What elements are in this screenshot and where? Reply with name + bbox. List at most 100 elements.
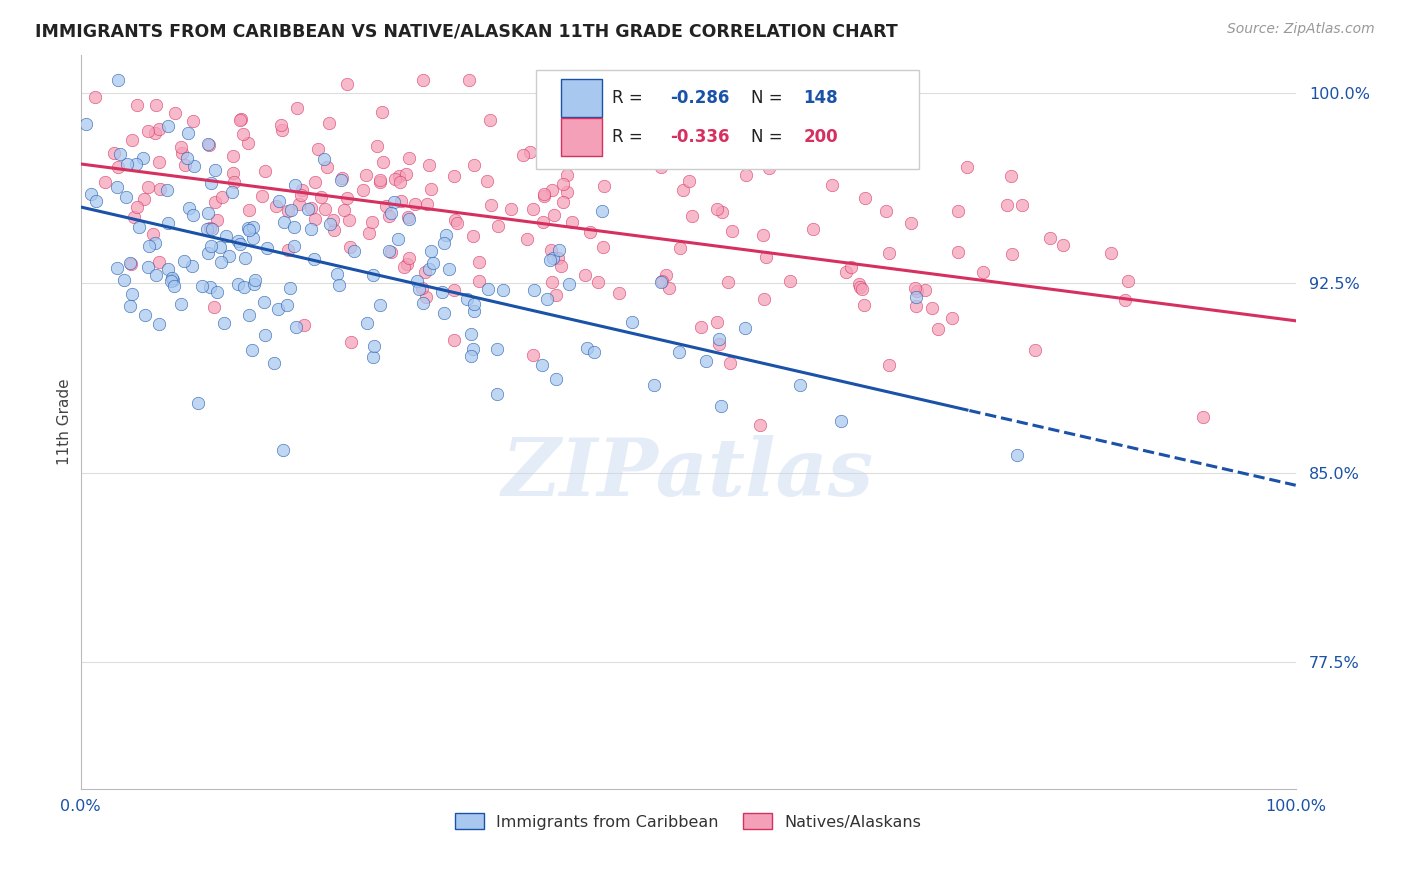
Point bbox=[477, 282, 499, 296]
Point bbox=[233, 251, 256, 265]
Point bbox=[834, 265, 856, 279]
Point bbox=[200, 176, 222, 190]
Point bbox=[254, 163, 277, 178]
Point bbox=[1011, 198, 1033, 212]
Point bbox=[359, 226, 381, 240]
Point bbox=[368, 298, 391, 312]
Point bbox=[238, 223, 260, 237]
Point bbox=[222, 149, 245, 163]
Point bbox=[284, 178, 307, 192]
Point bbox=[83, 90, 105, 104]
Point bbox=[904, 281, 927, 295]
Point bbox=[516, 232, 538, 246]
Point bbox=[655, 268, 678, 282]
Point bbox=[754, 293, 776, 307]
Point bbox=[456, 293, 478, 307]
Point bbox=[848, 277, 870, 291]
Point bbox=[460, 349, 482, 363]
Point bbox=[198, 280, 221, 294]
Point bbox=[138, 239, 160, 253]
Point bbox=[148, 121, 170, 136]
Y-axis label: 11th Grade: 11th Grade bbox=[58, 379, 72, 466]
Point bbox=[395, 167, 418, 181]
Point bbox=[107, 73, 129, 87]
Point bbox=[360, 215, 382, 229]
Point bbox=[340, 334, 363, 349]
Point bbox=[1024, 343, 1046, 358]
Text: IMMIGRANTS FROM CARIBBEAN VS NATIVE/ALASKAN 11TH GRADE CORRELATION CHART: IMMIGRANTS FROM CARIBBEAN VS NATIVE/ALAS… bbox=[35, 22, 898, 40]
Point bbox=[200, 239, 222, 253]
Point bbox=[551, 95, 574, 110]
Point bbox=[226, 277, 249, 291]
Point bbox=[238, 203, 260, 218]
Point bbox=[415, 265, 437, 279]
Point bbox=[197, 136, 219, 151]
Point bbox=[211, 190, 233, 204]
Point bbox=[418, 158, 440, 172]
Point bbox=[430, 285, 453, 299]
Point bbox=[284, 319, 307, 334]
Point bbox=[877, 358, 900, 372]
Point bbox=[187, 395, 209, 409]
Point bbox=[107, 161, 129, 175]
Point bbox=[755, 250, 778, 264]
Point bbox=[180, 259, 202, 273]
Point bbox=[238, 308, 260, 322]
Point bbox=[231, 112, 253, 127]
Point bbox=[132, 192, 155, 206]
Point bbox=[651, 274, 673, 288]
Point bbox=[914, 283, 936, 297]
Point bbox=[396, 211, 419, 225]
Point bbox=[162, 273, 184, 287]
Point bbox=[398, 211, 420, 226]
Point bbox=[120, 299, 142, 313]
Point bbox=[209, 255, 232, 269]
Point bbox=[148, 154, 170, 169]
Point bbox=[1005, 448, 1028, 462]
Point bbox=[541, 275, 564, 289]
Point bbox=[830, 414, 852, 428]
Point bbox=[900, 216, 922, 230]
Point bbox=[176, 151, 198, 165]
Point bbox=[394, 260, 416, 275]
Point bbox=[512, 148, 534, 162]
Point bbox=[173, 254, 195, 268]
Point bbox=[1052, 238, 1074, 252]
Point bbox=[388, 175, 411, 189]
Point bbox=[458, 73, 481, 87]
Point bbox=[839, 260, 862, 274]
FancyBboxPatch shape bbox=[561, 78, 602, 117]
Point bbox=[434, 227, 457, 242]
Point bbox=[332, 202, 354, 217]
Point bbox=[322, 223, 344, 237]
Point bbox=[105, 179, 128, 194]
Point bbox=[356, 316, 378, 330]
Point bbox=[170, 140, 193, 154]
Point bbox=[523, 283, 546, 297]
Point bbox=[201, 221, 224, 235]
Point bbox=[555, 168, 578, 182]
Point bbox=[118, 256, 141, 270]
Point bbox=[236, 220, 259, 235]
Point bbox=[956, 161, 979, 175]
Point bbox=[443, 333, 465, 347]
Point bbox=[361, 351, 384, 365]
Point bbox=[789, 377, 811, 392]
Point bbox=[558, 94, 581, 108]
Point bbox=[790, 118, 813, 132]
Point bbox=[145, 268, 167, 283]
Point bbox=[412, 73, 434, 87]
Point bbox=[330, 171, 353, 186]
Point bbox=[433, 235, 456, 250]
Point bbox=[218, 249, 240, 263]
Point bbox=[232, 127, 254, 141]
Point bbox=[382, 195, 405, 210]
Point bbox=[299, 222, 322, 236]
Point bbox=[322, 212, 344, 227]
Point bbox=[122, 211, 145, 225]
Point bbox=[297, 202, 319, 216]
Point bbox=[546, 288, 568, 302]
Point bbox=[415, 290, 437, 304]
Point bbox=[384, 171, 406, 186]
Point bbox=[1039, 231, 1062, 245]
